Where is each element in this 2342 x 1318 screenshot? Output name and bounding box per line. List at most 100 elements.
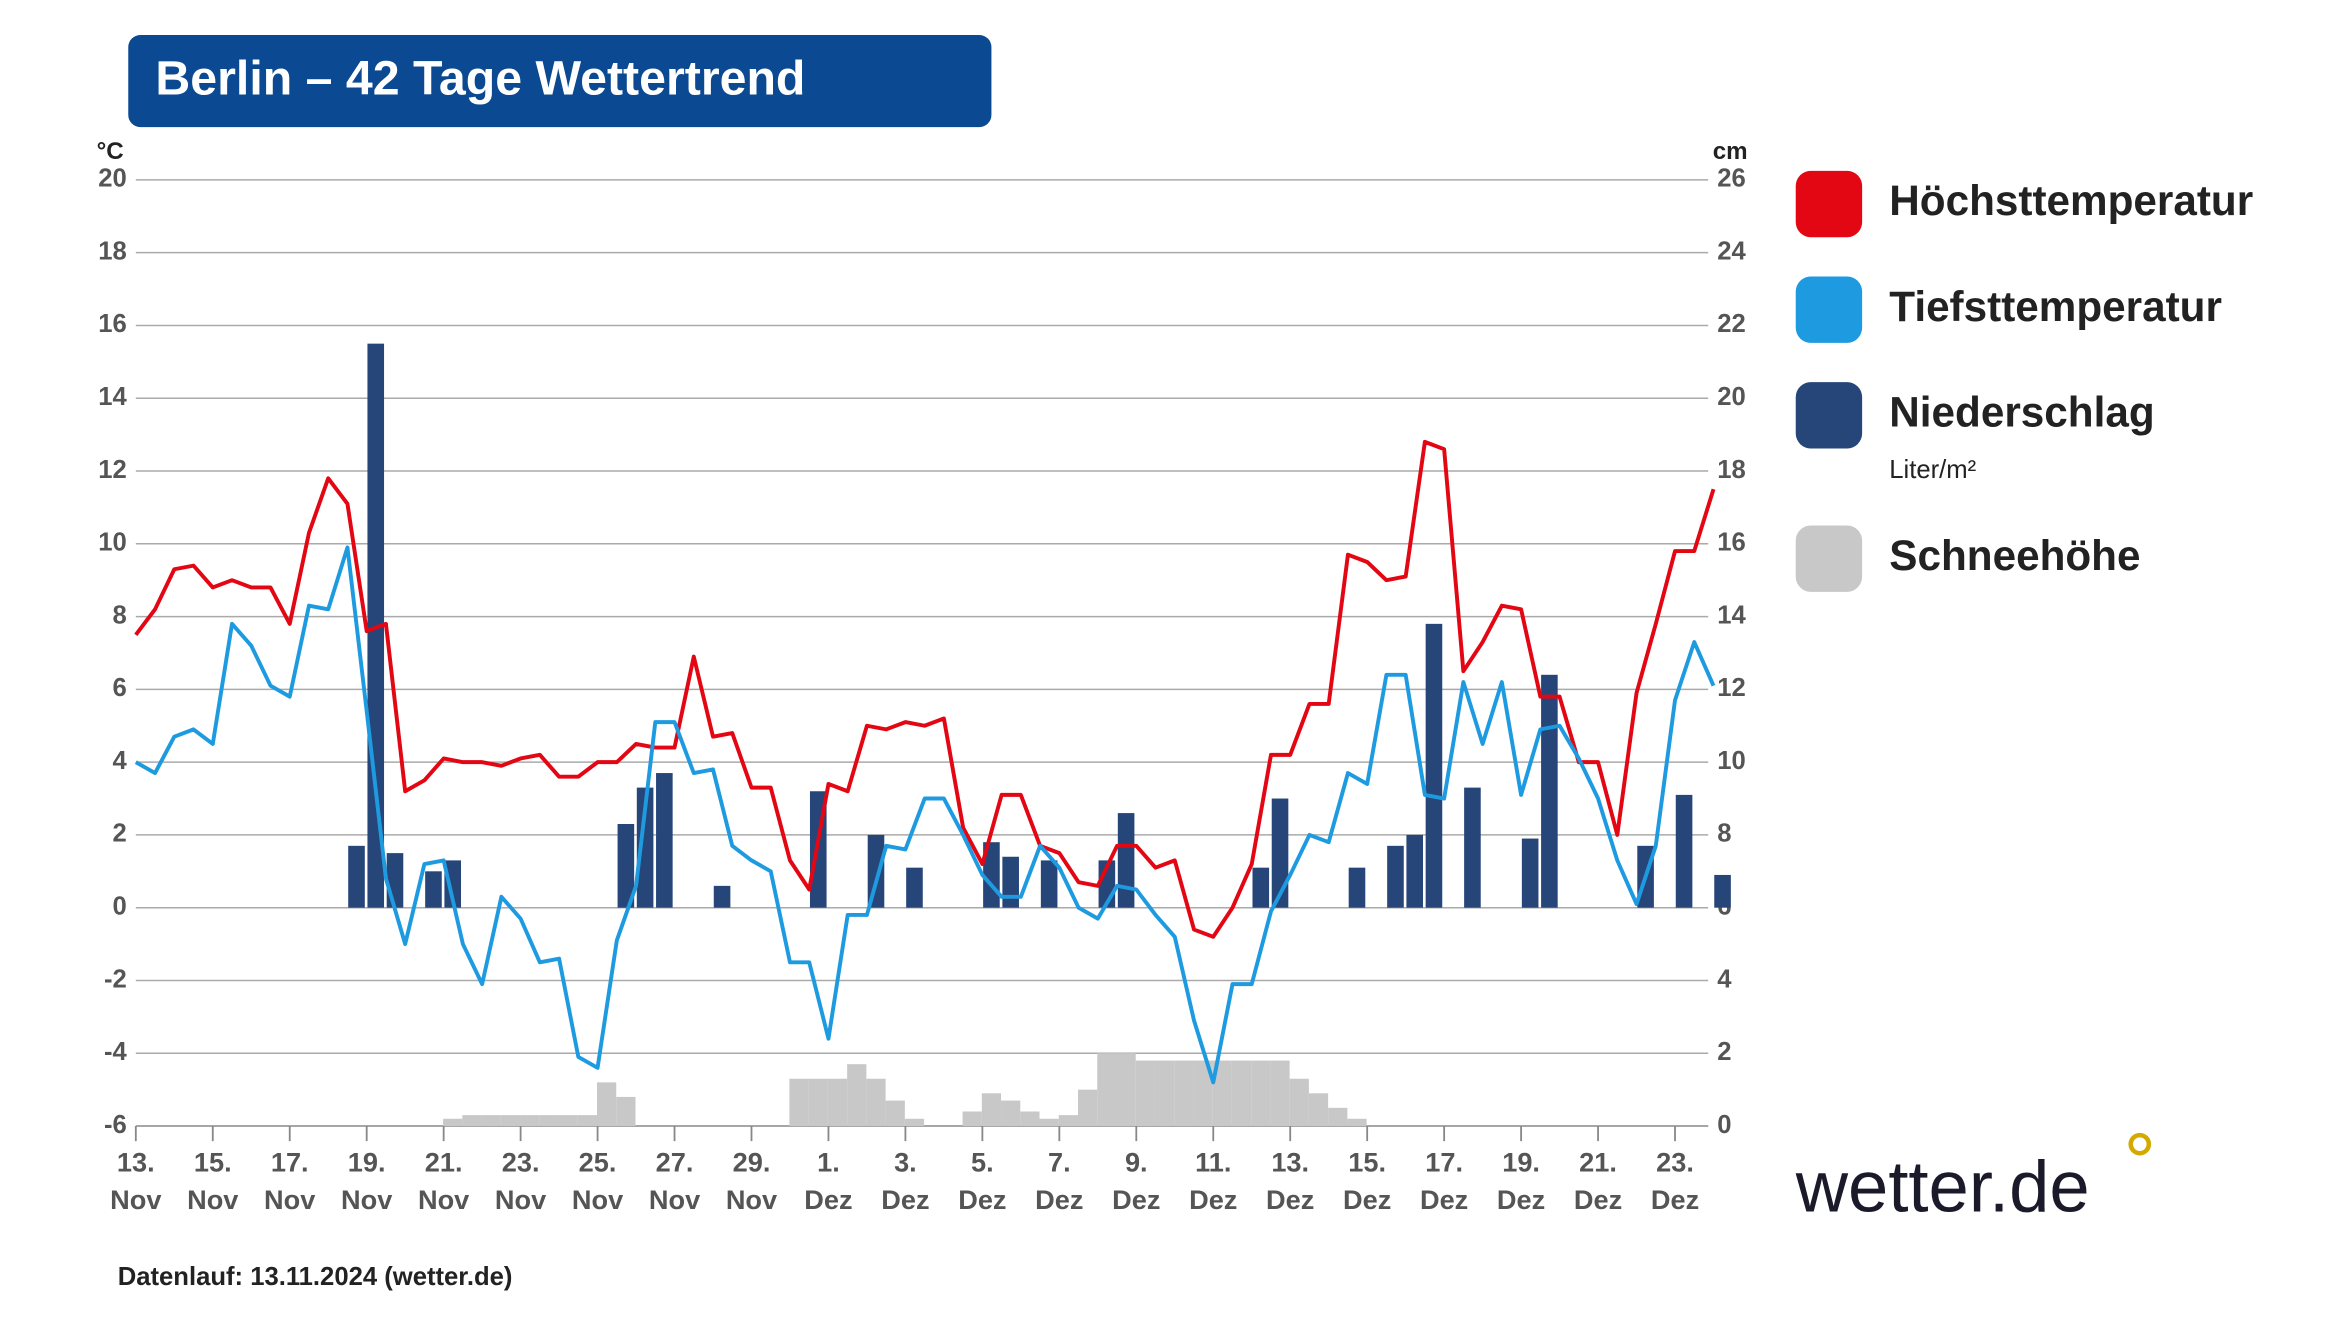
x-tick-label-box: 5. Dez bbox=[958, 1147, 1007, 1216]
precip-bar bbox=[906, 867, 923, 908]
snow-bar bbox=[1347, 1118, 1367, 1127]
snow-bar bbox=[962, 1111, 982, 1127]
snow-bar bbox=[597, 1082, 617, 1127]
x-tick-label-box: 29. Nov bbox=[725, 1147, 778, 1216]
snow-bar bbox=[616, 1096, 636, 1127]
precip-bar bbox=[713, 885, 731, 908]
precip-bar bbox=[348, 845, 365, 908]
logo-dot bbox=[2128, 1132, 2152, 1156]
snow-bar bbox=[1154, 1060, 1175, 1127]
legend-unit: Liter/m² bbox=[1889, 456, 1976, 484]
snow-bar bbox=[1308, 1093, 1329, 1127]
x-tick-label: 29. Nov bbox=[725, 1147, 778, 1216]
y-tick-label: 4 bbox=[112, 747, 127, 775]
y2-tick-label: 24 bbox=[1717, 237, 1746, 265]
snow-bar bbox=[789, 1078, 809, 1127]
y2-tick-label: 10 bbox=[1717, 747, 1746, 775]
x-tick-label: 15. Nov bbox=[187, 1147, 239, 1216]
x-tick-label-box: 15. Nov bbox=[187, 1147, 239, 1216]
x-tick-label: 5. Dez bbox=[958, 1147, 1007, 1216]
x-tick-label-box: 17. Dez bbox=[1420, 1147, 1468, 1215]
chart-title: Berlin – 42 Tage Wettertrend bbox=[155, 52, 805, 106]
precip-bar bbox=[1541, 674, 1558, 908]
x-tick-label: 23. Nov bbox=[494, 1147, 547, 1216]
x-tick-label-box: 1. Dez bbox=[804, 1147, 852, 1215]
x-tick-label: 17. Nov bbox=[264, 1147, 316, 1216]
precip-bar bbox=[1117, 813, 1135, 908]
snow-bar bbox=[1328, 1107, 1348, 1127]
precip-bar bbox=[867, 834, 885, 908]
snow-bar bbox=[577, 1115, 598, 1127]
snow-bar bbox=[1039, 1118, 1059, 1127]
x-tick-label-box: 7. Dez bbox=[1035, 1147, 1084, 1216]
x-tick-label: 13. Dez bbox=[1266, 1147, 1315, 1216]
snow-bar bbox=[1212, 1060, 1232, 1127]
temperature-line bbox=[134, 545, 1716, 1085]
logo: wetter.de bbox=[1795, 1147, 2090, 1228]
precip-bar bbox=[617, 823, 635, 908]
x-tick-label: 13. Nov bbox=[110, 1147, 162, 1216]
y-tick-label: 10 bbox=[98, 529, 127, 557]
y-tick-label: 20 bbox=[98, 165, 127, 193]
x-tick-label-box: 15. Dez bbox=[1343, 1147, 1391, 1215]
snow-bar bbox=[500, 1115, 521, 1127]
x-tick-label-box: 19. Dez bbox=[1497, 1147, 1545, 1215]
legend-swatch bbox=[1795, 276, 1863, 343]
snow-bar bbox=[481, 1115, 501, 1127]
precip-bar bbox=[636, 787, 654, 908]
snow-bar bbox=[1174, 1060, 1194, 1127]
snow-bar bbox=[1097, 1053, 1117, 1127]
snow-bar bbox=[558, 1115, 578, 1127]
y-tick-label: 8 bbox=[112, 601, 126, 629]
precip-bar bbox=[1425, 623, 1443, 908]
legend-label: Niederschlag bbox=[1889, 388, 2154, 435]
legend-swatch bbox=[1795, 382, 1863, 449]
y-tick-label: 18 bbox=[98, 237, 127, 265]
y-tick-label: 0 bbox=[112, 892, 126, 920]
x-tick-label-box: 13. Dez bbox=[1266, 1147, 1315, 1216]
y2-tick-label: 0 bbox=[1717, 1111, 1731, 1139]
legend-label: Tiefsttemperatur bbox=[1889, 283, 2222, 330]
precip-bar bbox=[1252, 867, 1270, 908]
temperature-line bbox=[134, 439, 1716, 939]
x-tick-label-box: 9. Dez bbox=[1112, 1147, 1160, 1215]
x-tick-label: 19. Nov bbox=[341, 1147, 393, 1216]
snow-bar bbox=[981, 1093, 1002, 1127]
x-tick-label-box: 19. Nov bbox=[341, 1147, 393, 1216]
x-tick-label: 21. Dez bbox=[1573, 1147, 1623, 1216]
snow-bar bbox=[1289, 1078, 1309, 1127]
x-tick-label-box: 23. Dez bbox=[1651, 1147, 1699, 1215]
x-tick-label-box: 11. Dez bbox=[1189, 1147, 1237, 1215]
precip-bar bbox=[1040, 860, 1058, 908]
x-tick-label-box: 21. Dez bbox=[1573, 1147, 1623, 1216]
precip-bar bbox=[444, 860, 462, 908]
y-tick-label: 6 bbox=[112, 674, 126, 702]
precip-bar bbox=[386, 853, 404, 908]
x-tick-label: 3. Dez bbox=[881, 1147, 930, 1216]
y2-tick-label: 14 bbox=[1717, 601, 1746, 629]
x-tick-label: 7. Dez bbox=[1035, 1147, 1084, 1216]
snow-bar bbox=[443, 1118, 463, 1127]
x-tick-label: 21. Nov bbox=[417, 1147, 470, 1216]
precip-bar bbox=[1271, 798, 1289, 908]
snow-bar bbox=[520, 1115, 540, 1127]
precip-bar bbox=[425, 871, 442, 908]
title-box bbox=[128, 35, 992, 128]
y-tick-label: -6 bbox=[104, 1111, 127, 1139]
precip-bar bbox=[1521, 838, 1539, 908]
y2-tick-label: 16 bbox=[1717, 529, 1746, 557]
precip-bar bbox=[1406, 834, 1424, 908]
precip-bar bbox=[1675, 794, 1693, 908]
snow-bar bbox=[847, 1064, 867, 1127]
y2-tick-label: 8 bbox=[1717, 820, 1731, 848]
legend-swatch bbox=[1795, 170, 1863, 238]
precip-bar bbox=[656, 773, 673, 908]
legend-label: Schneehöhe bbox=[1889, 532, 2140, 579]
x-tick-label-box: 3. Dez bbox=[881, 1147, 930, 1216]
x-tick-label-box: 27. Nov bbox=[649, 1147, 700, 1215]
snow-bar bbox=[866, 1078, 886, 1127]
precip-bar bbox=[1348, 867, 1366, 908]
precip-bar bbox=[1464, 787, 1481, 908]
